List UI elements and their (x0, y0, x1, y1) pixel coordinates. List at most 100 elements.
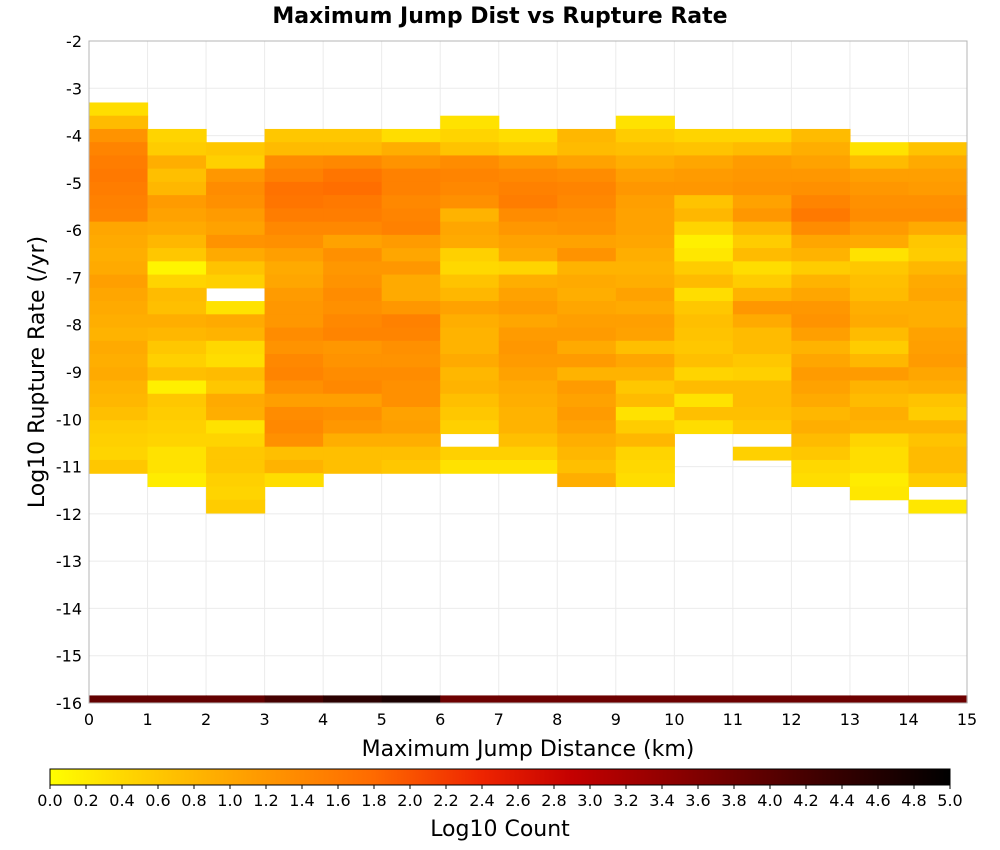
heatmap-cell (791, 393, 851, 408)
heatmap-cell (381, 354, 441, 368)
heatmap-cell-bottom-row (615, 695, 675, 703)
heatmap-cell (89, 301, 149, 315)
heatmap-cell (732, 248, 792, 262)
heatmap-cell (381, 420, 441, 435)
heatmap-cell (908, 420, 968, 435)
colorbar-tick-label: 1.0 (217, 791, 242, 810)
heatmap-cell (264, 142, 324, 157)
heatmap-cell (206, 208, 266, 223)
heatmap-cell (557, 380, 617, 395)
colorbar-tick-label: 2.4 (469, 791, 494, 810)
heatmap-cell (615, 459, 675, 474)
heatmap-cell (323, 354, 383, 368)
heatmap-cell (849, 340, 910, 355)
heatmap-cell (849, 248, 910, 262)
heatmap-cell (791, 473, 851, 488)
heatmap-cell (849, 221, 910, 236)
y-axis-label: Log10 Rupture Rate (/yr) (25, 236, 50, 508)
heatmap-cell (615, 433, 675, 448)
heatmap-cell (557, 168, 617, 183)
heatmap-cell (557, 393, 617, 408)
heatmap-cell (732, 168, 792, 183)
heatmap-cell (89, 354, 149, 368)
heatmap-cell (89, 142, 149, 157)
heatmap-cell (147, 367, 207, 382)
heatmap-cell (264, 274, 324, 289)
heatmap-cell (147, 274, 207, 289)
heatmap-cell (791, 274, 851, 289)
heatmap-cell (557, 221, 617, 236)
heatmap-cell (732, 142, 792, 157)
heatmap-cell (615, 446, 675, 461)
heatmap-cell (732, 367, 792, 382)
heatmap-cell (498, 340, 558, 355)
heatmap-cell-bottom-row (908, 695, 968, 703)
heatmap-cell (381, 406, 441, 421)
colorbar-tick-label: 4.6 (865, 791, 890, 810)
x-tick-label: 0 (84, 710, 94, 729)
heatmap-cell (206, 433, 266, 448)
heatmap-cell (323, 181, 383, 196)
heatmap-cell (147, 314, 207, 329)
heatmap-cell (849, 459, 910, 474)
heatmap-cell (908, 142, 968, 157)
heatmap-cell (323, 261, 383, 276)
heatmap-cell (381, 433, 441, 448)
heatmap-cell (498, 221, 558, 236)
heatmap-cell (206, 234, 266, 249)
heatmap-cell (440, 459, 500, 474)
heatmap-cell (440, 327, 500, 342)
heatmap-cell (264, 354, 324, 368)
heatmap-cell (615, 142, 675, 157)
heatmap-cell (89, 314, 149, 329)
heatmap-cell (908, 181, 968, 196)
heatmap-cell (440, 406, 500, 421)
heatmap-cell (791, 446, 851, 461)
heatmap-cell-bottom-row (440, 695, 500, 703)
heatmap-cell (264, 261, 324, 276)
heatmap-cell (323, 287, 383, 302)
x-tick-label: 9 (611, 710, 621, 729)
heatmap-cell (732, 393, 792, 408)
heatmap-cell (674, 340, 734, 355)
heatmap-cell (323, 128, 383, 143)
heatmap-cell (147, 142, 207, 157)
heatmap-cell (557, 446, 617, 461)
heatmap-cell (147, 181, 207, 196)
heatmap-cell (908, 459, 968, 474)
heatmap-cell (89, 115, 149, 130)
heatmap-cell (849, 287, 910, 302)
heatmap-cell (732, 128, 792, 143)
heatmap-cell (440, 354, 500, 368)
x-tick-label: 13 (840, 710, 860, 729)
heatmap-cell (849, 274, 910, 289)
heatmap-cell (849, 301, 910, 315)
heatmap-cell (791, 406, 851, 421)
heatmap-cell (791, 248, 851, 262)
heatmap-cell (849, 195, 910, 209)
heatmap-cell-bottom-row (498, 695, 558, 703)
x-tick-label: 15 (957, 710, 977, 729)
heatmap-cell (381, 155, 441, 170)
heatmap-cell (206, 195, 266, 209)
heatmap-cell (440, 261, 500, 276)
heatmap-cell (557, 327, 617, 342)
heatmap-cell (498, 393, 558, 408)
heatmap-cell (323, 327, 383, 342)
x-tick-label: 10 (664, 710, 684, 729)
heatmap-cell (498, 142, 558, 157)
heatmap-cell (849, 181, 910, 196)
heatmap-cell (89, 128, 149, 143)
heatmap-cell (206, 301, 266, 315)
heatmap-cell (147, 234, 207, 249)
heatmap-cell (791, 380, 851, 395)
heatmap-cell (89, 393, 149, 408)
colorbar-tick-label: 2.6 (505, 791, 530, 810)
heatmap-cell (674, 420, 734, 435)
heatmap-cell (674, 367, 734, 382)
heatmap-cell (791, 459, 851, 474)
heatmap-cell (615, 287, 675, 302)
colorbar-tick-label: 3.2 (613, 791, 638, 810)
heatmap-cell (381, 446, 441, 461)
heatmap-cell (674, 195, 734, 209)
